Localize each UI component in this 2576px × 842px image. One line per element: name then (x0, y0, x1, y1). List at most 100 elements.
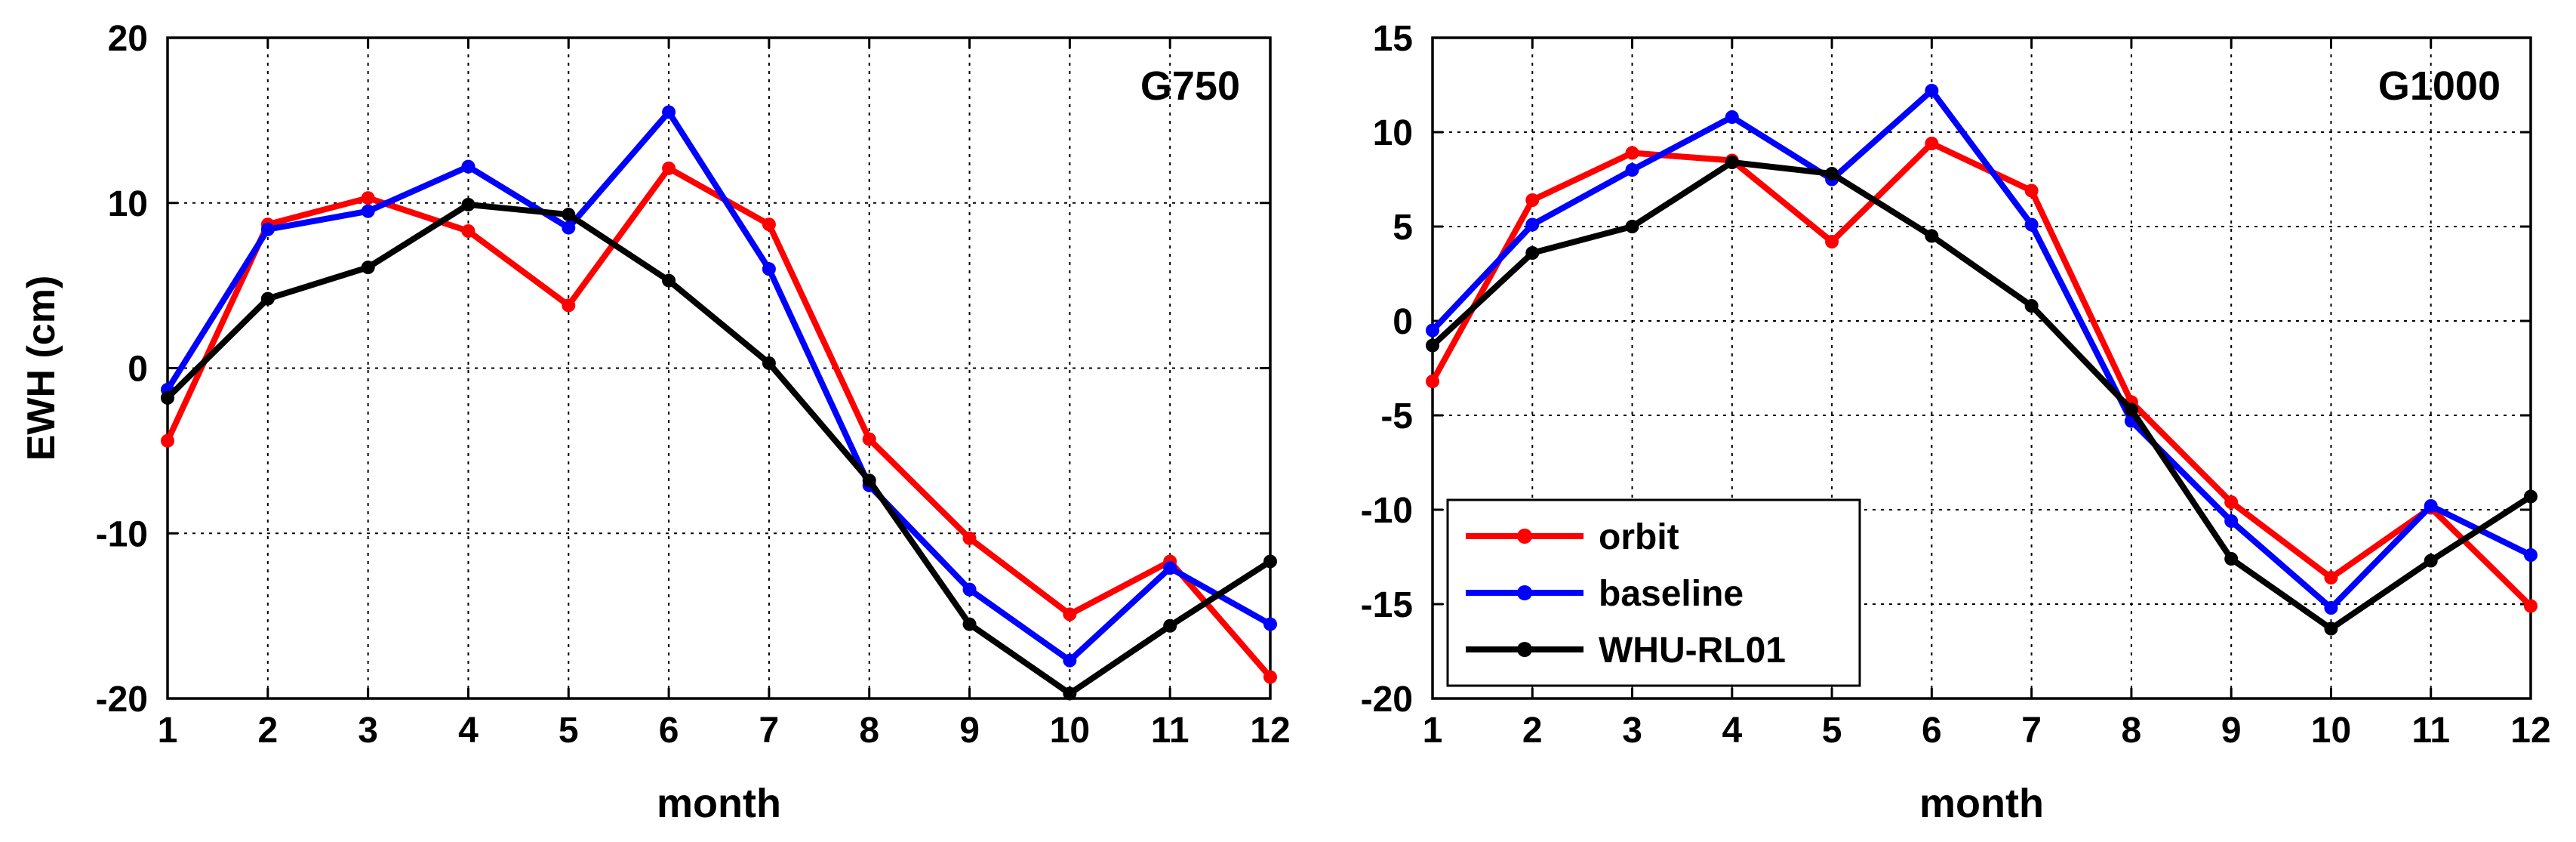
chart-0-series-whu-rl01-point-2 (261, 292, 275, 306)
chart-0-xtick-label-5: 5 (559, 711, 579, 751)
chart-0-xtick-label-12: 12 (1250, 711, 1290, 751)
chart-1-series-baseline-point-4 (1725, 110, 1739, 124)
chart-1-series-orbit-point-3 (1626, 147, 1639, 160)
chart-1-ytick-label-10: 10 (1373, 113, 1413, 153)
chart-0-xtick-label-11: 11 (1151, 711, 1190, 751)
chart-1-xtick-label-4: 4 (1722, 711, 1742, 751)
chart-0-xtick-label-3: 3 (358, 711, 378, 751)
chart-0-series-orbit-point-1 (161, 434, 174, 448)
chart-0-xlabel: month (657, 781, 781, 826)
chart-1-series-baseline-point-12 (2524, 548, 2538, 562)
chart-1-xtick-label-5: 5 (1822, 711, 1842, 751)
chart-1-legend-marker-baseline (1517, 585, 1532, 600)
chart-0-series-whu-rl01-point-12 (1263, 554, 1277, 568)
chart-0-ytick-label-20: 20 (108, 19, 148, 59)
chart-1-xtick-label-11: 11 (2411, 711, 2450, 751)
chart-0-series-whu-rl01-point-11 (1163, 619, 1177, 633)
chart-0-title: G750 (1140, 63, 1240, 109)
chart-1-series-orbit-point-1 (1426, 375, 1439, 388)
chart-1-legend-marker-orbit (1517, 529, 1532, 544)
chart-0-series-whu-rl01-point-5 (562, 208, 575, 221)
panel-g1000: 123456789101112-20-15-10-5051015monthG10… (1361, 19, 2551, 826)
chart-0-series-whu-rl01-line (168, 205, 1270, 694)
chart-0-series-orbit-point-9 (963, 532, 977, 545)
chart-1-ytick-label-5: 5 (1393, 208, 1413, 248)
chart-0-ylabel: EWH (cm) (20, 276, 63, 461)
chart-0-series-orbit-point-4 (461, 224, 475, 238)
chart-0-series-orbit-point-7 (762, 217, 776, 231)
chart-0-series-orbit-point-5 (562, 298, 575, 312)
chart-1-series-whu-rl01-point-6 (1925, 230, 1938, 243)
chart-1-xtick-label-7: 7 (2021, 711, 2042, 751)
chart-0-series-whu-rl01-point-3 (362, 261, 375, 274)
chart-1-series-orbit-point-6 (1925, 137, 1938, 150)
chart-1-xtick-label-8: 8 (2122, 711, 2142, 751)
chart-1-legend-label-baseline: baseline (1599, 574, 1743, 614)
chart-1-series-whu-rl01-point-10 (2324, 622, 2337, 636)
chart-1-xtick-label-10: 10 (2311, 711, 2351, 751)
chart-1-series-whu-rl01-point-7 (2025, 299, 2039, 313)
chart-1-series-whu-rl01-point-2 (1525, 246, 1539, 260)
chart-1-series-baseline-point-9 (2224, 514, 2238, 528)
chart-1-series-whu-rl01-point-9 (2224, 552, 2238, 566)
chart-0-series-baseline-point-5 (562, 221, 575, 235)
chart-0-series-baseline-point-10 (1063, 654, 1076, 668)
chart-1-legend-marker-whu-rl01 (1517, 642, 1532, 657)
chart-0-ytick-label-10: -10 (96, 514, 148, 554)
panel-g750: 123456789101112-20-1001020monthEWH (cm)G… (20, 19, 1291, 826)
chart-1-series-baseline-point-11 (2424, 499, 2438, 513)
chart-1-ytick-label-5: -5 (1380, 396, 1413, 436)
chart-0-ytick-label-20: -20 (96, 680, 148, 720)
chart-1-series-whu-rl01-point-1 (1426, 339, 1439, 353)
chart-0-series-baseline-point-9 (963, 583, 977, 597)
chart-1-series-whu-rl01-point-12 (2524, 490, 2538, 504)
chart-1-series-whu-rl01-point-4 (1725, 156, 1739, 169)
chart-1-ytick-label-20: -20 (1361, 680, 1413, 720)
chart-0-xtick-label-2: 2 (257, 711, 278, 751)
chart-1-title: G1000 (2378, 63, 2501, 109)
chart-1-ytick-label-15: 15 (1373, 19, 1413, 59)
chart-0-series-orbit-point-12 (1263, 671, 1277, 684)
chart-0-axes-box (168, 38, 1270, 699)
chart-1-ytick-label-0: 0 (1393, 302, 1413, 342)
chart-0-series-whu-rl01-point-9 (963, 618, 977, 631)
chart-0-ytick-label-0: 0 (128, 350, 148, 390)
chart-1-series-orbit-point-10 (2324, 571, 2337, 584)
chart-1-series-baseline-point-7 (2025, 218, 2039, 232)
chart-0-series-baseline-point-12 (1263, 618, 1277, 631)
chart-0-ytick-label-10: 10 (108, 184, 148, 224)
chart-0-xtick-label-8: 8 (859, 711, 879, 751)
chart-0-series-orbit-point-8 (863, 433, 876, 446)
chart-0-series-baseline-point-11 (1163, 561, 1177, 575)
chart-1-xlabel: month (1919, 781, 2044, 826)
chart-1-xtick-label-12: 12 (2510, 711, 2550, 751)
chart-0-series-whu-rl01-point-1 (161, 391, 174, 405)
chart-0-series-whu-rl01-point-4 (461, 198, 475, 211)
chart-0-series-whu-rl01-point-8 (863, 473, 876, 487)
chart-1-xtick-label-9: 9 (2221, 711, 2242, 751)
chart-1-series-baseline-point-1 (1426, 324, 1439, 338)
chart-0-series-baseline-point-6 (662, 105, 676, 119)
figure: 123456789101112-20-1001020monthEWH (cm)G… (0, 0, 2576, 842)
chart-1-xtick-label-3: 3 (1622, 711, 1642, 751)
chart-0-series-baseline-point-2 (261, 223, 275, 236)
chart-1-xtick-label-6: 6 (1922, 711, 1942, 751)
chart-1-series-orbit-point-9 (2224, 495, 2238, 509)
chart-1-series-orbit-point-12 (2524, 600, 2538, 613)
chart-1-series-orbit-point-5 (1825, 235, 1839, 248)
chart-1-series-baseline-point-6 (1925, 84, 1938, 97)
chart-0-xtick-label-7: 7 (759, 711, 780, 751)
chart-0-series-orbit-point-6 (662, 162, 676, 175)
chart-1-ytick-label-10: -10 (1361, 491, 1413, 531)
chart-0-xtick-label-4: 4 (458, 711, 479, 751)
chart-1-series-orbit-point-7 (2025, 184, 2039, 198)
chart-1-series-whu-rl01-point-8 (2125, 403, 2138, 417)
chart-0-series-baseline-point-7 (762, 262, 776, 276)
chart-1-series-baseline-point-2 (1525, 218, 1539, 232)
chart-1-series-whu-rl01-point-3 (1626, 220, 1639, 233)
chart-1-ytick-label-15: -15 (1361, 585, 1413, 625)
chart-0-series-baseline-line (168, 112, 1270, 660)
chart-1-series-baseline-point-3 (1626, 163, 1639, 177)
chart-0-series-whu-rl01-point-6 (662, 274, 676, 288)
chart-1-series-baseline-point-10 (2324, 601, 2337, 615)
